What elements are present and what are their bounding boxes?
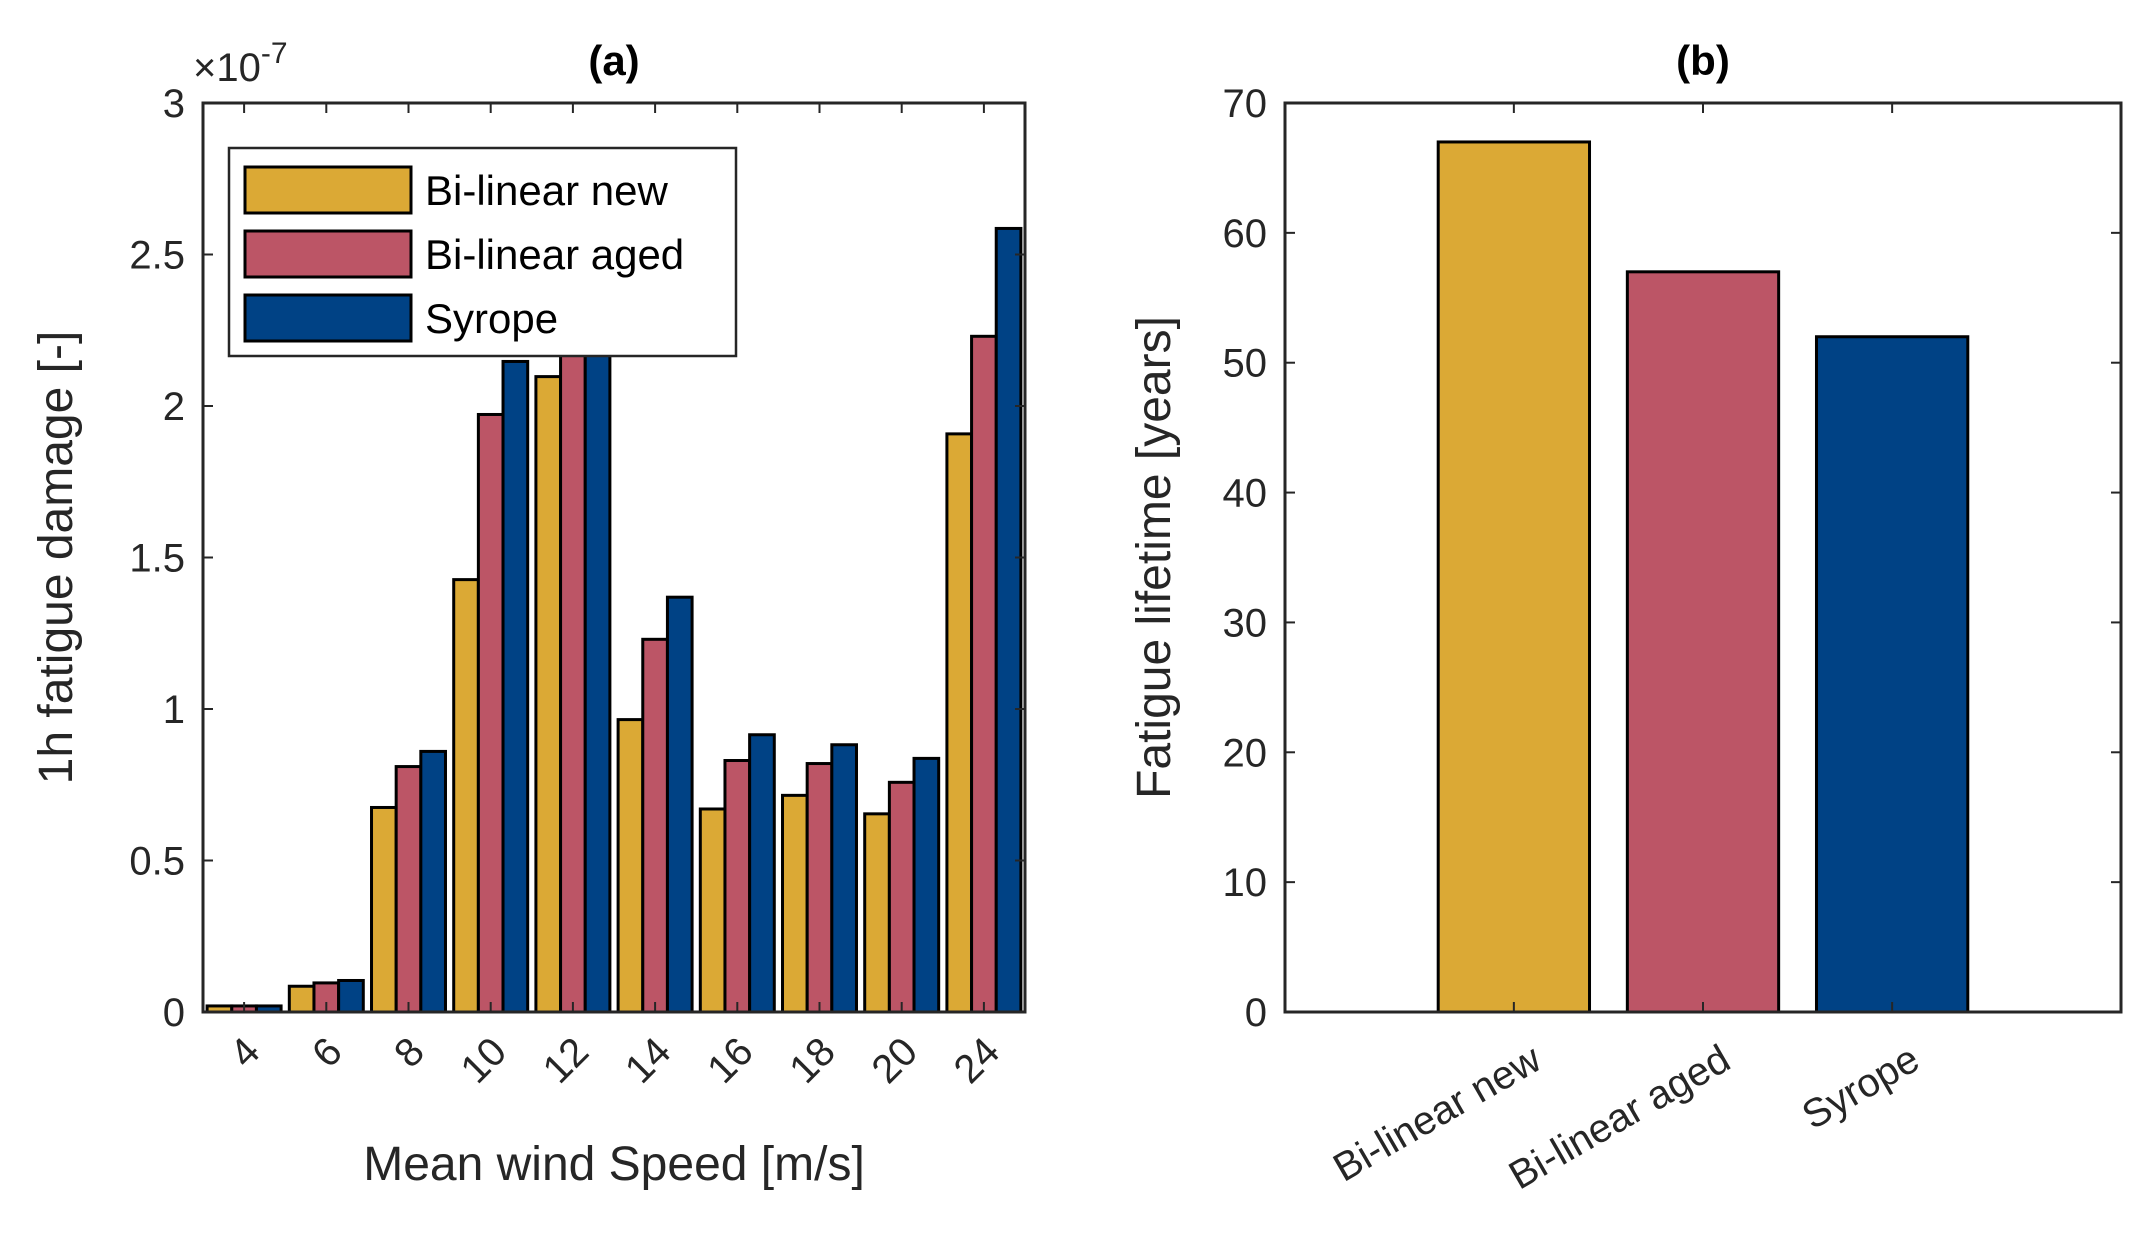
y-tick-label: 50 (1223, 342, 1268, 386)
bar-syrope-8 (419, 749, 447, 1014)
bar-bi-linear-aged-16 (723, 759, 752, 1014)
chart-title: (a) (588, 37, 639, 84)
bar-bi-linear-aged-14 (641, 637, 669, 1014)
x-tick-label: 6 (304, 1029, 351, 1076)
bar-syrope-20 (912, 756, 941, 1014)
bar-syrope-12 (583, 253, 612, 1014)
y-tick-label: 70 (1223, 82, 1268, 126)
exponent-label: ×10-7 (193, 37, 288, 90)
y-axis-label: 1h fatigue damage [-] (30, 331, 83, 785)
bar-bi-linear-aged-8 (394, 765, 423, 1014)
chart-title: (b) (1676, 37, 1730, 84)
y-tick-label: 60 (1223, 212, 1268, 256)
legend-label: Bi-linear aged (425, 231, 684, 278)
x-tick-label: 24 (946, 1029, 1009, 1092)
y-tick-label: 30 (1223, 601, 1268, 645)
x-axis-label: Mean wind Speed [m/s] (363, 1138, 865, 1191)
bar-bi-linear-aged-12 (559, 313, 587, 1014)
y-tick-label: 2 (163, 385, 185, 429)
exponent-power: -7 (261, 37, 288, 70)
bar-bi-linear-aged-10 (476, 412, 505, 1014)
y-tick-label: 10 (1223, 861, 1268, 905)
legend-swatch-0 (243, 165, 413, 215)
x-tick-label: 20 (863, 1029, 926, 1092)
y-axis-label: Fatigue lifetime [years] (1128, 316, 1181, 799)
bar-syrope-16 (748, 733, 776, 1014)
bar-bi-linear-new (1436, 140, 1592, 1014)
legend-label: Bi-linear new (425, 167, 668, 214)
x-tick-label: Syrope (1795, 1037, 1927, 1138)
legend-swatch-1 (243, 229, 413, 279)
y-tick-label: 0 (1245, 991, 1267, 1035)
bar-syrope-14 (665, 595, 694, 1014)
legend-swatch-2 (243, 293, 413, 343)
bar-bi-linear-new-14 (616, 718, 645, 1014)
bar-bi-linear-aged-24 (970, 334, 998, 1014)
bar-bi-linear-new-6 (287, 984, 316, 1014)
bar-syrope-6 (337, 978, 365, 1014)
bar-bi-linear-aged-20 (887, 780, 916, 1014)
x-tick-label: 4 (222, 1029, 269, 1076)
bar-syrope-10 (501, 359, 530, 1014)
y-tick-label: 2.5 (129, 234, 185, 278)
x-tick-label: 10 (452, 1029, 515, 1092)
y-tick-label: 0.5 (129, 840, 185, 884)
bar-bi-linear-new-16 (698, 807, 727, 1014)
y-tick-label: 0 (163, 991, 185, 1035)
x-tick-label: 18 (781, 1029, 844, 1092)
x-tick-label: 14 (617, 1029, 680, 1092)
bar-syrope-18 (830, 743, 858, 1014)
x-tick-label: 12 (535, 1029, 598, 1092)
y-tick-label: 3 (163, 82, 185, 126)
y-tick-label: 20 (1223, 731, 1268, 775)
bar-bi-linear-new-18 (781, 793, 809, 1014)
bar-bi-linear-aged-18 (805, 762, 834, 1014)
y-tick-label: 1 (163, 688, 185, 732)
legend: Bi-linear new Bi-linear aged Syrope (227, 146, 738, 358)
y-tick-label: 1.5 (129, 537, 185, 581)
legend-label: Syrope (425, 295, 558, 342)
bar-syrope-24 (994, 226, 1023, 1014)
chart-a: 0 0.5 1 1.5 2 2.5 3 4 6 8 10 12 14 16 18 20 24 ×10-7 (a) Me… (30, 37, 1027, 1191)
bar-bi-linear-new-24 (945, 432, 974, 1014)
bar-bi-linear-new-20 (863, 812, 891, 1014)
bar-bi-linear-new-8 (370, 805, 398, 1014)
exponent-base: ×10 (193, 46, 261, 90)
y-tick-label: 40 (1223, 472, 1268, 516)
bar-bi-linear-new-10 (452, 578, 480, 1014)
bar-syrope (1814, 335, 1970, 1014)
bar-bi-linear-aged (1625, 270, 1781, 1014)
bar-bi-linear-new-12 (534, 375, 563, 1014)
x-tick-label: 16 (699, 1029, 762, 1092)
x-tick-label: 8 (386, 1029, 433, 1076)
